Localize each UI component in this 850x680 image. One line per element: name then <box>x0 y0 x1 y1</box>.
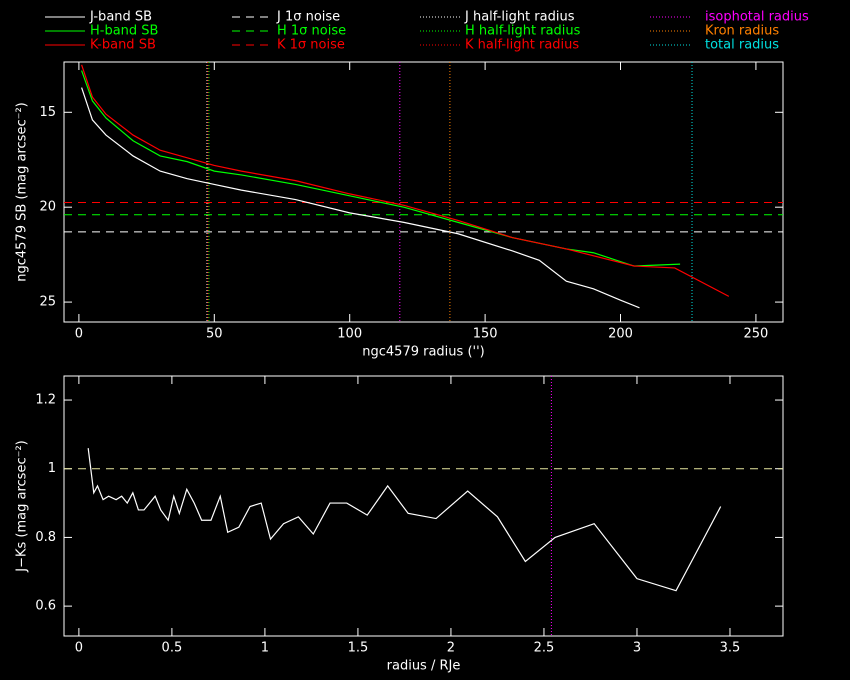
y-tick-label: 25 <box>39 295 56 310</box>
x-tick-label: 3 <box>633 641 641 656</box>
x-tick-label: 3.5 <box>720 641 741 656</box>
y-tick-label: 0.8 <box>35 530 56 545</box>
legend-label: J-band SB <box>89 10 152 25</box>
x-tick-label: 2 <box>447 641 455 656</box>
x-tick-label: 100 <box>337 327 362 342</box>
legend-label: J 1σ noise <box>276 10 340 25</box>
x-tick-label: 150 <box>473 327 498 342</box>
sb-curve <box>81 70 681 267</box>
x-axis-label: ngc4579 radius ('') <box>362 345 484 360</box>
y-tick-label: 0.6 <box>35 599 56 614</box>
legend-label: H half-light radius <box>465 24 581 39</box>
x-tick-label: 0 <box>75 327 83 342</box>
legend-label: total radius <box>705 38 779 53</box>
x-tick-label: 250 <box>744 327 769 342</box>
y-tick-label: 1 <box>48 461 56 476</box>
x-tick-label: 200 <box>608 327 633 342</box>
y-axis-label: J−Ks (mag arcsec⁻²) <box>15 440 30 572</box>
x-tick-label: 50 <box>206 327 223 342</box>
legend-label: K-band SB <box>90 38 156 53</box>
legend-label: J half-light radius <box>464 10 575 25</box>
x-tick-label: 0 <box>75 641 83 656</box>
x-tick-label: 2.5 <box>534 641 555 656</box>
sb-curve <box>87 448 722 592</box>
x-axis-label: radius / RJe <box>387 659 461 674</box>
x-tick-label: 1 <box>261 641 269 656</box>
legend-label: isophotal radius <box>705 10 809 25</box>
x-tick-label: 1.5 <box>348 641 369 656</box>
legend-label: H 1σ noise <box>277 24 346 39</box>
y-tick-label: 20 <box>39 200 56 215</box>
y-tick-label: 15 <box>39 105 56 120</box>
sb-curve <box>81 64 730 297</box>
y-tick-label: 1.2 <box>35 393 56 408</box>
x-tick-label: 0.5 <box>162 641 183 656</box>
sb-curve <box>81 87 640 309</box>
legend-label: K 1σ noise <box>277 38 345 53</box>
y-axis-label: ngc4579 SB (mag arcsec⁻²) <box>15 102 30 281</box>
legend-label: H-band SB <box>90 24 158 39</box>
plot-frame <box>63 61 784 323</box>
legend-label: K half-light radius <box>465 38 579 53</box>
plot-frame <box>63 375 784 637</box>
legend-label: Kron radius <box>705 24 779 39</box>
